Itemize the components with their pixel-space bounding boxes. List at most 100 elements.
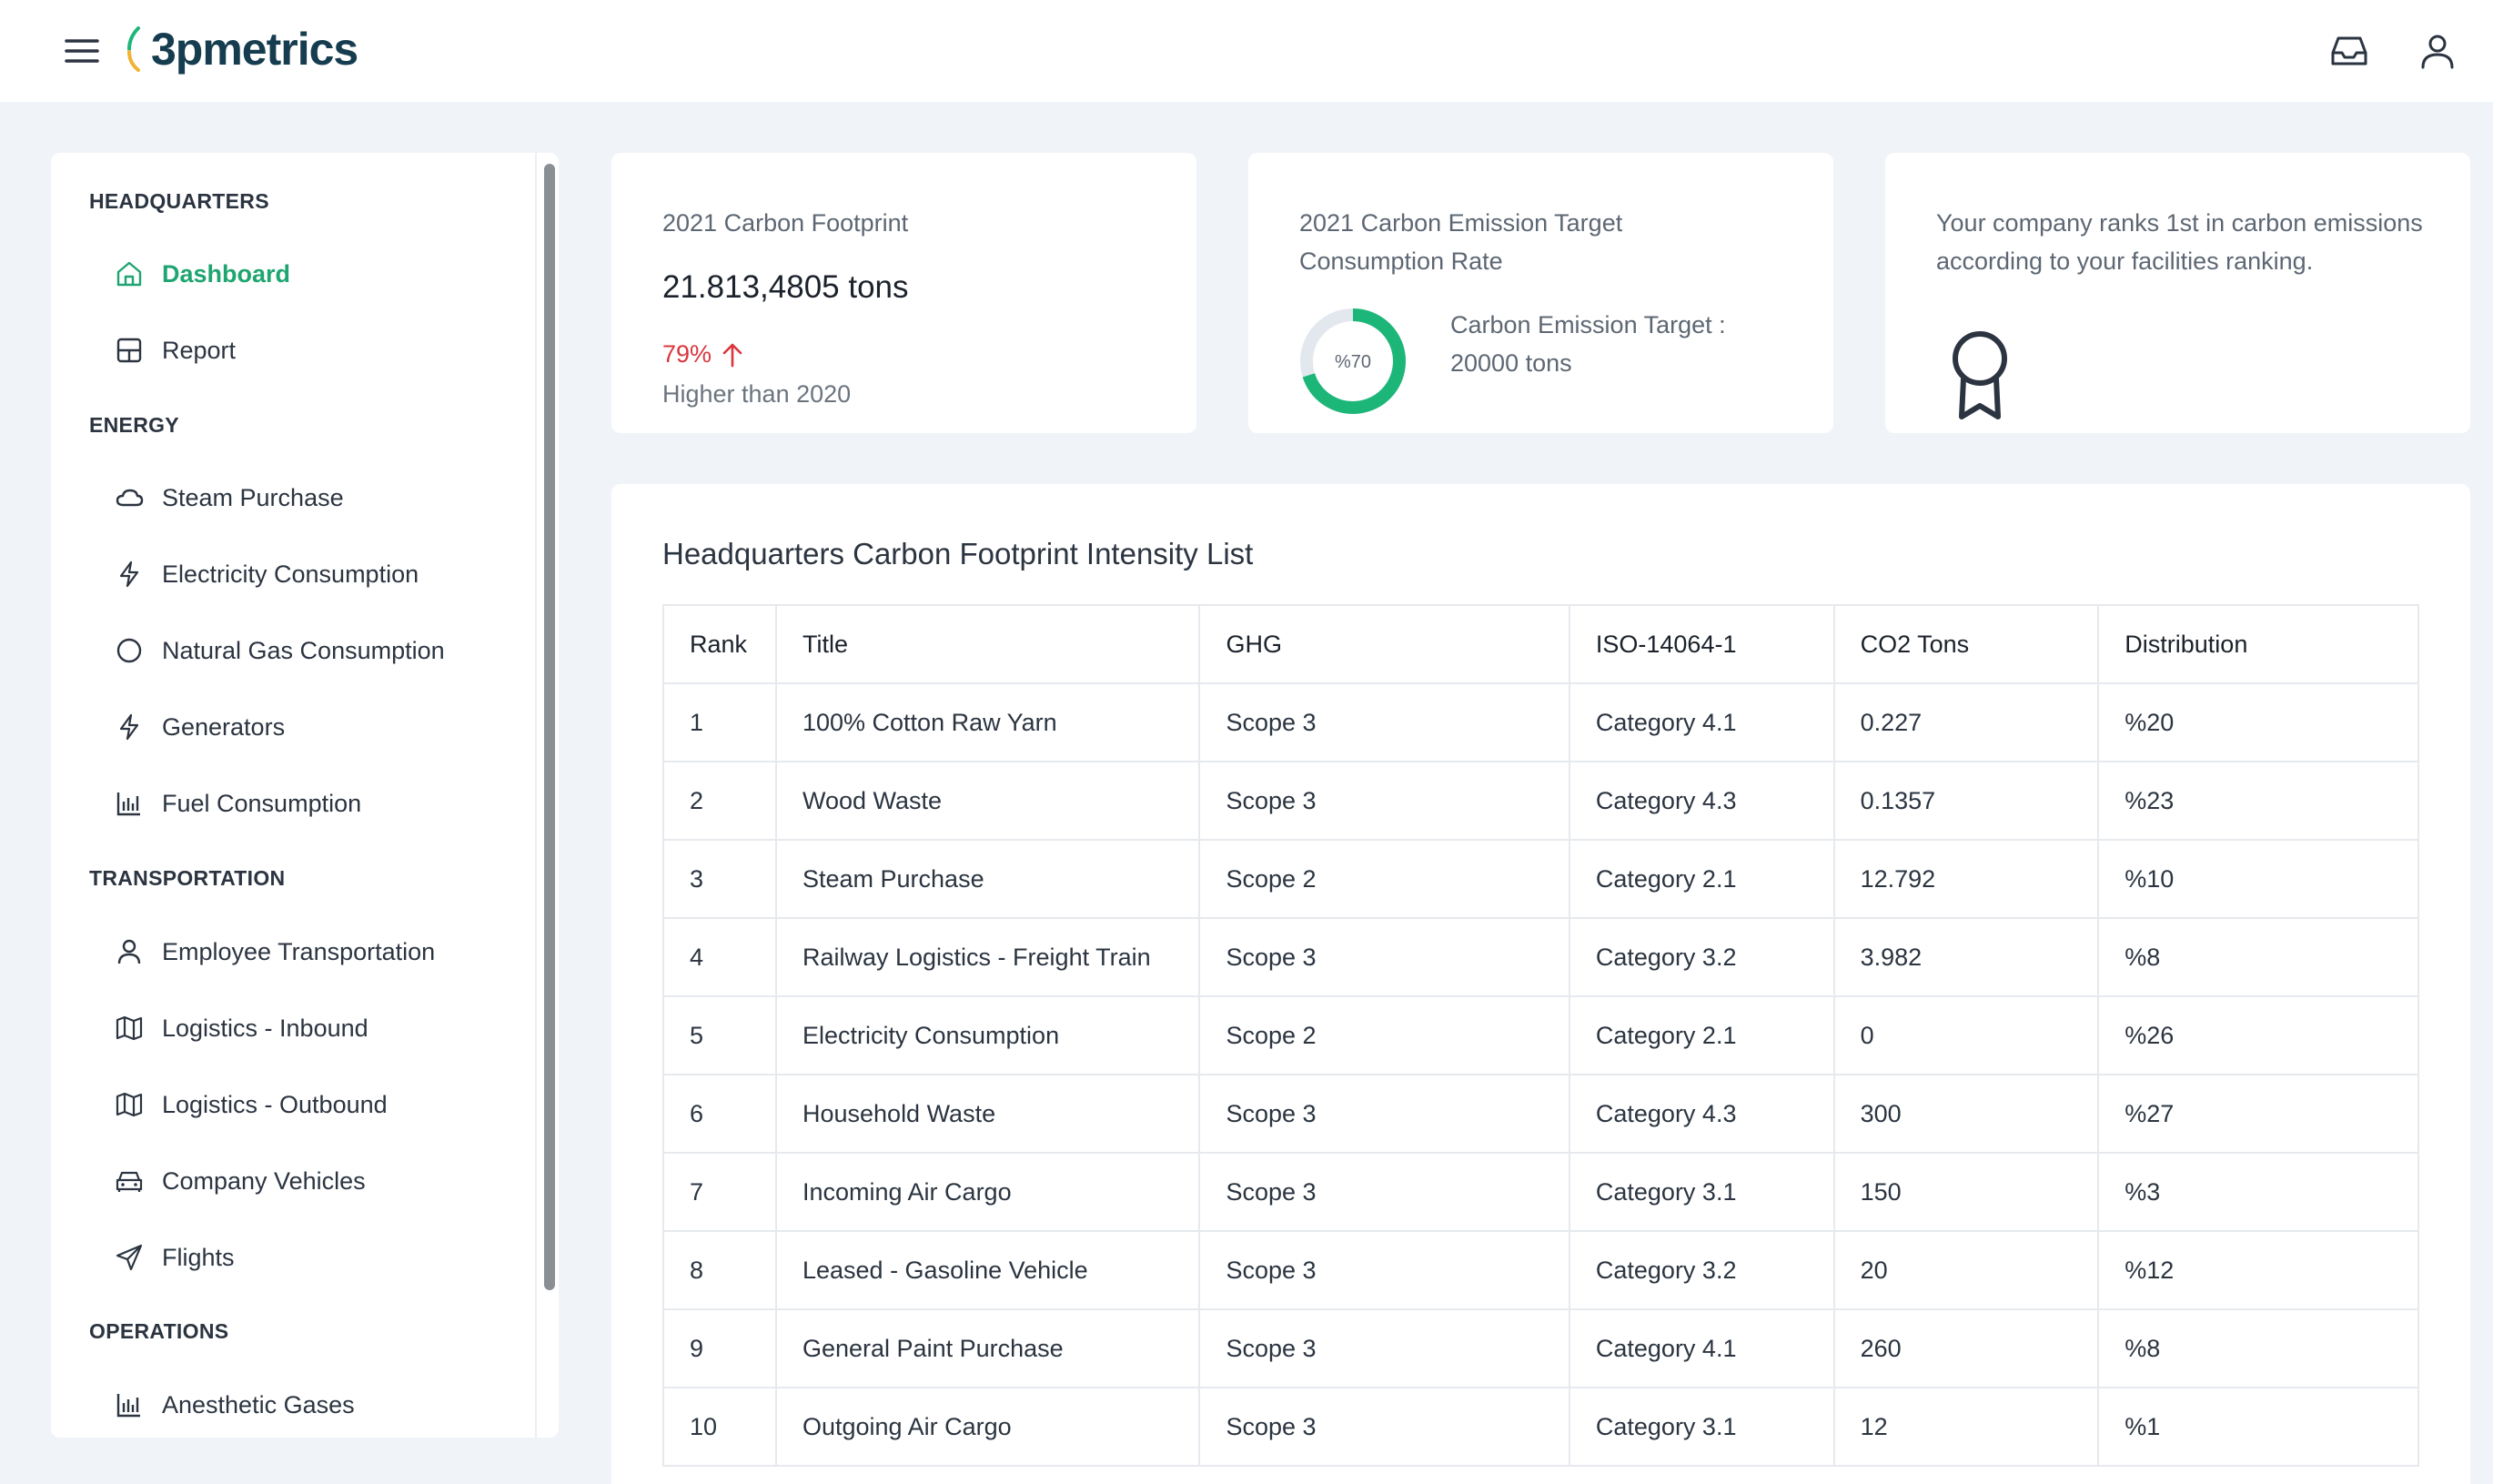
donut-progress-arc (1300, 308, 1406, 414)
trend-indicator: 79% (662, 340, 746, 368)
cell-title: Outgoing Air Cargo (774, 1387, 1201, 1467)
cell-title: 100% Cotton Raw Yarn (774, 682, 1201, 762)
cell-co2-tons: 0 (1832, 995, 2100, 1075)
bolt-icon (119, 713, 139, 741)
column-header-co2-tons[interactable]: CO2 Tons (1832, 604, 2100, 684)
arrow-up-icon (722, 343, 742, 367)
ranking-card: Your company ranks 1st in carbon emissio… (1885, 153, 2470, 433)
cell-ghg: Scope 3 (1198, 1152, 1570, 1232)
sidebar-item-label: Flights (162, 1243, 235, 1271)
table-row[interactable]: 9 General Paint Purchase Scope 3 Categor… (662, 1308, 2419, 1388)
column-header-iso[interactable]: ISO-14064-1 (1568, 604, 1835, 684)
sidebar-item-company-vehicles[interactable]: Company Vehicles (115, 1156, 515, 1206)
sidebar-item-label: Company Vehicles (162, 1166, 366, 1195)
sidebar-item-label: Electricity Consumption (162, 560, 419, 588)
cloud-icon (116, 489, 144, 507)
map-icon (116, 1092, 143, 1117)
cell-title: Electricity Consumption (774, 995, 1201, 1075)
cell-rank: 2 (662, 761, 777, 841)
cell-title: Wood Waste (774, 761, 1201, 841)
sidebar-item-flights[interactable]: Flights (115, 1232, 515, 1283)
cell-iso: Category 2.1 (1568, 839, 1835, 919)
cell-ghg: Scope 3 (1198, 1387, 1570, 1467)
cell-distribution: %10 (2097, 839, 2419, 919)
cell-distribution: %8 (2097, 917, 2419, 997)
section-title-transportation: TRANSPORTATION (89, 866, 286, 890)
sidebar-item-anesthetic-gases[interactable]: Anesthetic Gases (115, 1379, 515, 1430)
cell-iso: Category 3.2 (1568, 1230, 1835, 1310)
table-row[interactable]: 5 Electricity Consumption Scope 2 Catego… (662, 995, 2419, 1075)
cell-distribution: %27 (2097, 1074, 2419, 1154)
cell-title: Railway Logistics - Freight Train (774, 917, 1201, 997)
sidebar-item-logistics-outbound[interactable]: Logistics - Outbound (115, 1079, 515, 1130)
table-row[interactable]: 1 100% Cotton Raw Yarn Scope 3 Category … (662, 682, 2419, 762)
sidebar-item-label: Logistics - Outbound (162, 1090, 388, 1118)
sidebar-scrollbar-thumb[interactable] (544, 164, 555, 1290)
table-row[interactable]: 3 Steam Purchase Scope 2 Category 2.1 12… (662, 839, 2419, 919)
logo-text: 3pmetrics (151, 24, 358, 75)
cell-rank: 6 (662, 1074, 777, 1154)
cell-ghg: Scope 3 (1198, 1308, 1570, 1388)
column-header-rank[interactable]: Rank (662, 604, 777, 684)
table-row[interactable]: 10 Outgoing Air Cargo Scope 3 Category 3… (662, 1387, 2419, 1467)
sidebar-item-label: Dashboard (162, 259, 291, 288)
sidebar: HEADQUARTERS Dashboard Report ENERGY Ste… (51, 153, 559, 1438)
table-row[interactable]: 6 Household Waste Scope 3 Category 4.3 3… (662, 1074, 2419, 1154)
table-row[interactable]: 2 Wood Waste Scope 3 Category 4.3 0.1357… (662, 761, 2419, 841)
cell-iso: Category 3.1 (1568, 1387, 1835, 1467)
sidebar-item-label: Employee Transportation (162, 937, 436, 965)
sidebar-item-dashboard[interactable]: Dashboard (115, 248, 515, 299)
hamburger-menu-icon[interactable] (64, 33, 100, 69)
intensity-table: Rank Title GHG ISO-14064-1 CO2 Tons Dist… (662, 604, 2419, 1467)
sidebar-item-electricity-consumption[interactable]: Electricity Consumption (115, 549, 515, 600)
map-icon (116, 1015, 143, 1041)
section-title-headquarters: HEADQUARTERS (89, 189, 269, 213)
donut-label: %70 (1335, 352, 1371, 372)
sidebar-nav: HEADQUARTERS Dashboard Report ENERGY Ste… (51, 153, 533, 1438)
cell-distribution: %8 (2097, 1308, 2419, 1388)
table-row[interactable]: 8 Leased - Gasoline Vehicle Scope 3 Cate… (662, 1230, 2419, 1310)
logo-mark-icon (127, 26, 140, 72)
circle-icon (116, 638, 142, 663)
cell-distribution: %20 (2097, 682, 2419, 762)
table-row[interactable]: 4 Railway Logistics - Freight Train Scop… (662, 917, 2419, 997)
award-ribbon-icon (1953, 331, 2007, 419)
column-header-ghg[interactable]: GHG (1198, 604, 1570, 684)
emission-target-card: 2021 Carbon Emission Target Consumption … (1248, 153, 1833, 433)
sidebar-item-logistics-inbound[interactable]: Logistics - Inbound (115, 1003, 515, 1054)
table-row[interactable]: 7 Incoming Air Cargo Scope 3 Category 3.… (662, 1152, 2419, 1232)
sidebar-item-steam-purchase[interactable]: Steam Purchase (115, 472, 515, 523)
sidebar-item-label: Logistics - Inbound (162, 1014, 368, 1042)
sidebar-item-label: Fuel Consumption (162, 789, 362, 817)
cell-title: Household Waste (774, 1074, 1201, 1154)
cell-ghg: Scope 3 (1198, 1230, 1570, 1310)
cell-distribution: %12 (2097, 1230, 2419, 1310)
intensity-list-card: Headquarters Carbon Footprint Intensity … (611, 484, 2470, 1484)
trend-comparison: Higher than 2020 (662, 380, 852, 408)
cell-distribution: %3 (2097, 1152, 2419, 1232)
column-header-distribution[interactable]: Distribution (2097, 604, 2419, 684)
inbox-icon[interactable] (2327, 29, 2371, 73)
cell-title: General Paint Purchase (774, 1308, 1201, 1388)
cell-iso: Category 4.3 (1568, 761, 1835, 841)
cell-co2-tons: 260 (1832, 1308, 2100, 1388)
cell-rank: 1 (662, 682, 777, 762)
bar-chart-icon (116, 1394, 140, 1418)
sidebar-scrollbar[interactable] (535, 153, 559, 1438)
cell-ghg: Scope 2 (1198, 995, 1570, 1075)
sidebar-item-label: Generators (162, 712, 286, 741)
column-header-title[interactable]: Title (774, 604, 1201, 684)
logo[interactable]: 3pmetrics (126, 22, 358, 76)
section-title-energy: ENERGY (89, 413, 179, 437)
cell-rank: 10 (662, 1387, 777, 1467)
sidebar-item-label: Natural Gas Consumption (162, 636, 445, 664)
cell-ghg: Scope 3 (1198, 917, 1570, 997)
sidebar-item-natural-gas-consumption[interactable]: Natural Gas Consumption (115, 625, 515, 676)
sidebar-item-fuel-consumption[interactable]: Fuel Consumption (115, 778, 515, 829)
sidebar-item-report[interactable]: Report (115, 325, 515, 376)
cell-rank: 3 (662, 839, 777, 919)
sidebar-item-generators[interactable]: Generators (115, 702, 515, 752)
cell-distribution: %1 (2097, 1387, 2419, 1467)
sidebar-item-employee-transportation[interactable]: Employee Transportation (115, 926, 515, 977)
user-account-icon[interactable] (2416, 29, 2459, 73)
